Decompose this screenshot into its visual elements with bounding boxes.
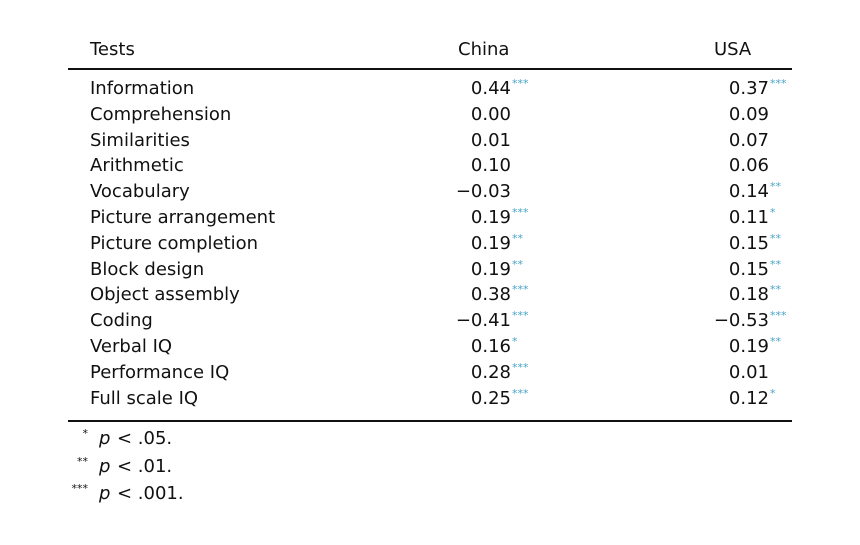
value-cell: 0.07 [728,129,769,151]
value-cell: 0.15 [728,232,769,254]
value-cell: 0.06 [728,155,769,177]
column-header: China [458,39,510,60]
column-header: USA [714,39,752,60]
value-cell: 0.15 [728,258,769,280]
significance-marker: *** [512,206,529,219]
value-cell: 0.19 [470,232,511,254]
significance-marker: *** [512,283,529,297]
value-cell: 0.01 [470,129,511,151]
footnote-variable: p [99,428,111,449]
test-name: Picture arrangement [90,207,276,228]
test-name: Arithmetic [90,155,184,177]
column-header: Tests [90,39,135,60]
top-rule [68,68,792,70]
test-name: Vocabulary [90,181,190,203]
footnote-text: < .001. [117,483,184,504]
significance-marker: *** [770,77,787,90]
value-cell: 0.14 [728,181,769,203]
footnote-text: < .05. [117,428,173,449]
value-cell: 0.00 [470,103,511,125]
footnote-variable: p [99,455,111,477]
significance-marker: *** [512,386,529,400]
test-name: Block design [90,258,205,280]
value-cell: 0.28 [470,361,511,383]
value-cell: −0.03 [455,181,511,203]
value-cell: −0.53 [713,310,769,332]
significance-marker: *** [512,309,529,323]
value-cell: 0.19 [728,336,769,357]
value-cell: 0.16 [470,336,511,357]
test-name: Coding [90,310,153,332]
footnote-marker: * [82,427,89,440]
bottom-rule [68,420,792,422]
value-cell: 0.19 [470,207,511,228]
value-cell: 0.11 [728,207,769,228]
significance-marker: ** [512,257,523,271]
significance-marker: ** [770,335,781,348]
footnote-text: < .01. [117,455,173,477]
significance-marker: ** [770,283,781,297]
value-cell: 0.09 [728,103,769,125]
significance-marker: * [770,386,776,400]
significance-marker: ** [512,231,523,245]
footnote-marker: ** [77,454,88,468]
significance-marker: *** [770,309,787,323]
value-cell: 0.38 [470,284,511,306]
footnote-variable: p [99,483,111,504]
significance-marker: ** [770,257,781,271]
test-name: Similarities [90,129,190,151]
significance-marker: *** [512,77,529,90]
test-name: Picture completion [90,232,259,254]
value-cell: 0.12 [728,387,769,409]
significance-marker: ** [770,180,781,194]
test-name: Performance IQ [90,361,230,383]
value-cell: −0.41 [455,310,511,332]
footnote-marker: *** [71,482,89,495]
test-name: Object assembly [90,284,240,306]
value-cell: 0.10 [470,155,511,177]
value-cell: 0.19 [470,258,511,280]
value-cell: 0.44 [470,78,511,99]
significance-marker: * [512,335,518,348]
significance-marker: ** [770,231,781,245]
test-name: Full scale IQ [90,387,199,409]
significance-marker: * [770,206,776,219]
value-cell: 0.25 [470,387,511,409]
test-name: Verbal IQ [90,336,173,357]
value-cell: 0.01 [728,361,769,383]
significance-marker: *** [512,360,529,374]
value-cell: 0.18 [728,284,769,306]
test-name: Information [90,78,195,99]
value-cell: 0.37 [728,78,769,99]
test-name: Comprehension [90,103,232,125]
